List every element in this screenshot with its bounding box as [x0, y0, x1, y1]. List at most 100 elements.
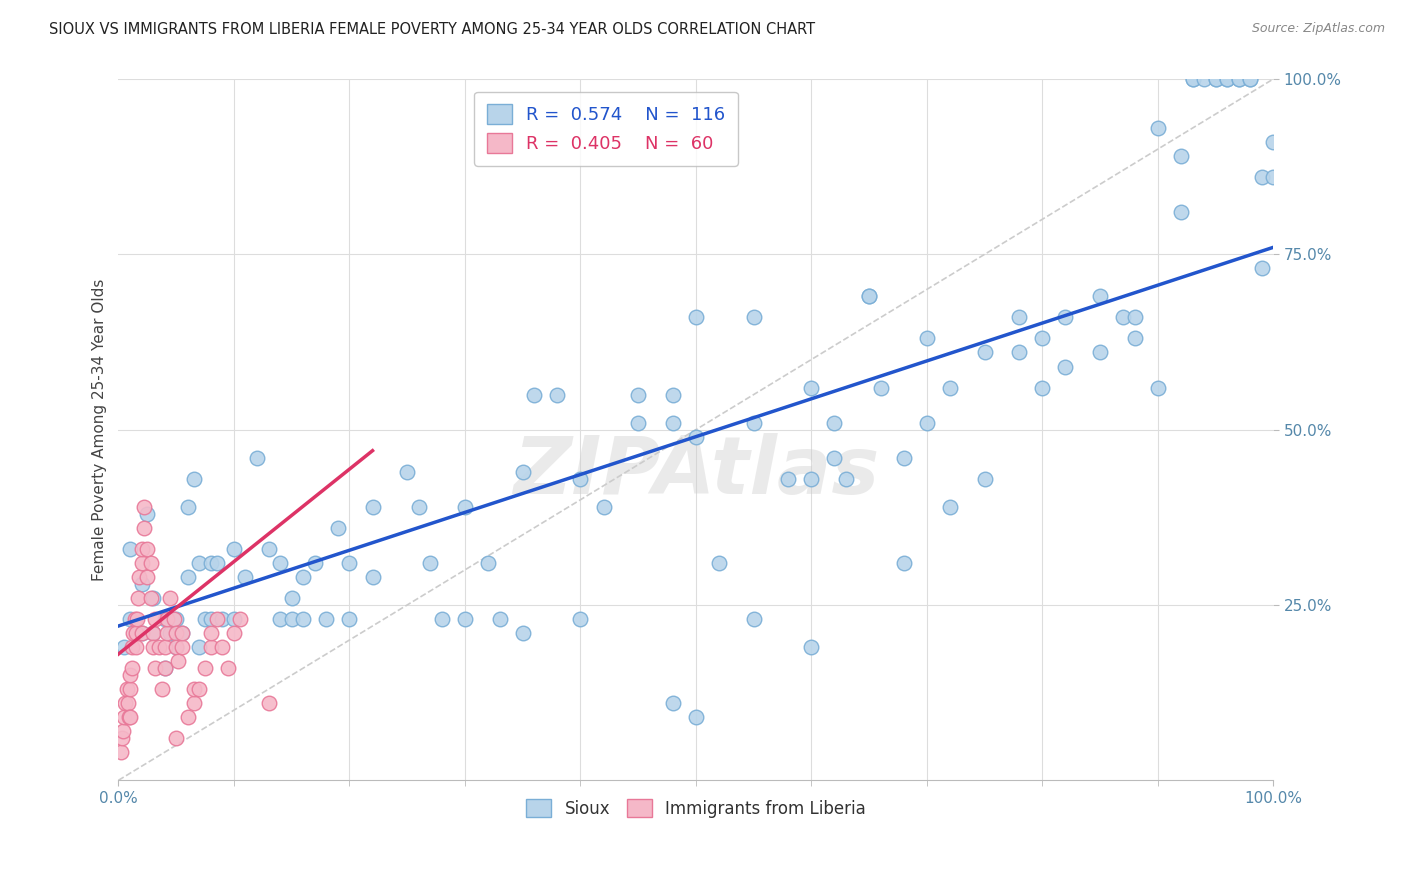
Point — [454, 500, 477, 514]
Point — [361, 500, 384, 514]
Point — [939, 500, 962, 514]
Point — [512, 465, 534, 479]
Point — [217, 661, 239, 675]
Point — [858, 289, 880, 303]
Point — [1008, 345, 1031, 359]
Text: ZIPAtlas: ZIPAtlas — [513, 433, 879, 511]
Point — [118, 710, 141, 724]
Point — [136, 541, 159, 556]
Point — [118, 682, 141, 697]
Point — [235, 570, 257, 584]
Point — [205, 556, 228, 570]
Text: SIOUX VS IMMIGRANTS FROM LIBERIA FEMALE POVERTY AMONG 25-34 YEAR OLDS CORRELATIO: SIOUX VS IMMIGRANTS FROM LIBERIA FEMALE … — [49, 22, 815, 37]
Point — [153, 661, 176, 675]
Point — [326, 521, 349, 535]
Point — [280, 591, 302, 605]
Point — [1147, 121, 1170, 136]
Point — [110, 745, 132, 759]
Point — [131, 577, 153, 591]
Point — [122, 626, 145, 640]
Point — [128, 570, 150, 584]
Point — [742, 310, 765, 325]
Point — [523, 387, 546, 401]
Point — [153, 612, 176, 626]
Point — [132, 521, 155, 535]
Point — [973, 345, 995, 359]
Point — [200, 640, 222, 654]
Point — [177, 570, 200, 584]
Point — [188, 640, 211, 654]
Point — [165, 612, 187, 626]
Point — [188, 556, 211, 570]
Point — [1239, 72, 1261, 87]
Point — [707, 556, 730, 570]
Point — [1192, 72, 1215, 87]
Text: Source: ZipAtlas.com: Source: ZipAtlas.com — [1251, 22, 1385, 36]
Point — [915, 331, 938, 345]
Point — [454, 612, 477, 626]
Point — [304, 556, 326, 570]
Point — [132, 500, 155, 514]
Point — [1216, 72, 1239, 87]
Point — [1170, 205, 1192, 219]
Point — [269, 612, 291, 626]
Point — [142, 640, 165, 654]
Point — [139, 556, 162, 570]
Point — [419, 556, 441, 570]
Point — [183, 696, 205, 710]
Point — [893, 556, 915, 570]
Point — [118, 710, 141, 724]
Point — [194, 612, 217, 626]
Point — [136, 570, 159, 584]
Point — [188, 682, 211, 697]
Point — [592, 500, 614, 514]
Point — [915, 416, 938, 430]
Point — [115, 682, 138, 697]
Point — [685, 430, 707, 444]
Point — [627, 387, 650, 401]
Point — [893, 450, 915, 465]
Point — [131, 541, 153, 556]
Point — [136, 507, 159, 521]
Point — [142, 626, 165, 640]
Point — [156, 612, 179, 626]
Point — [145, 661, 167, 675]
Point — [1239, 72, 1261, 87]
Point — [858, 289, 880, 303]
Point — [1170, 149, 1192, 163]
Point — [127, 591, 149, 605]
Point — [222, 626, 245, 640]
Legend: Sioux, Immigrants from Liberia: Sioux, Immigrants from Liberia — [519, 793, 873, 824]
Point — [1123, 310, 1146, 325]
Point — [153, 661, 176, 675]
Point — [200, 626, 222, 640]
Point — [569, 612, 592, 626]
Point — [131, 556, 153, 570]
Point — [1031, 380, 1053, 394]
Point — [1054, 310, 1077, 325]
Point — [939, 380, 962, 394]
Point — [112, 640, 135, 654]
Point — [211, 640, 233, 654]
Point — [121, 640, 143, 654]
Point — [869, 380, 891, 394]
Point — [1227, 72, 1250, 87]
Point — [569, 472, 592, 486]
Point — [121, 661, 143, 675]
Point — [165, 640, 187, 654]
Point — [1227, 72, 1250, 87]
Point — [742, 416, 765, 430]
Y-axis label: Female Poverty Among 25-34 Year Olds: Female Poverty Among 25-34 Year Olds — [93, 278, 107, 581]
Point — [1181, 72, 1204, 87]
Point — [112, 710, 135, 724]
Point — [339, 556, 361, 570]
Point — [125, 612, 148, 626]
Point — [292, 570, 315, 584]
Point — [246, 450, 269, 465]
Point — [824, 450, 846, 465]
Point — [488, 612, 510, 626]
Point — [408, 500, 430, 514]
Point — [165, 640, 187, 654]
Point — [142, 591, 165, 605]
Point — [150, 682, 173, 697]
